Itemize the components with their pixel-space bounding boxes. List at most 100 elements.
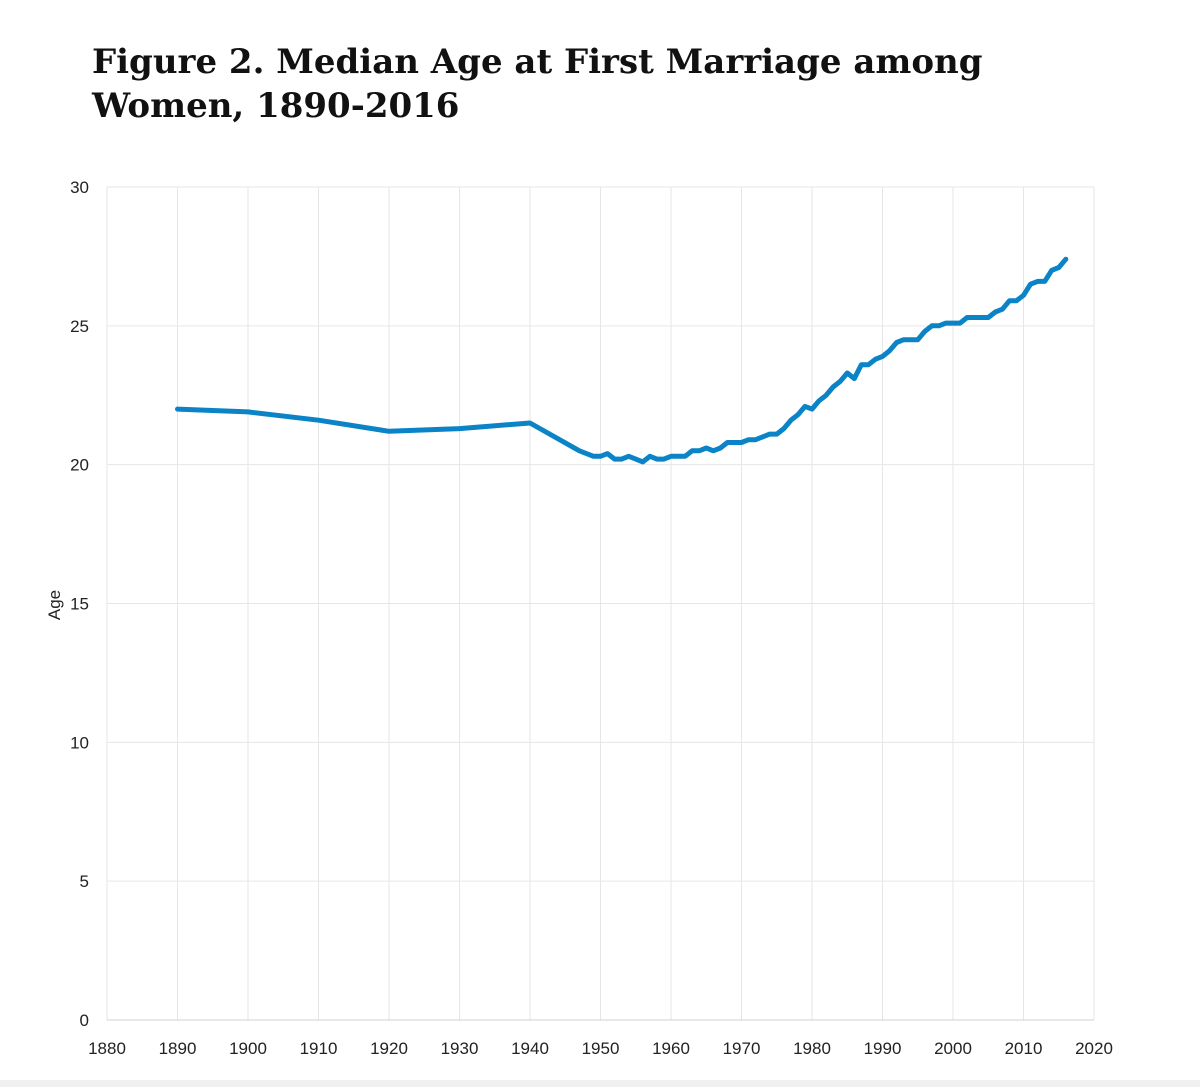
x-tick-label-1900: 1900 bbox=[229, 1039, 267, 1058]
y-tick-label-0: 0 bbox=[80, 1011, 89, 1030]
data-point-1952 bbox=[614, 458, 616, 460]
data-point-1975 bbox=[776, 433, 778, 435]
data-point-1996 bbox=[924, 330, 926, 332]
y-tick-label-5: 5 bbox=[80, 872, 89, 891]
data-point-1960 bbox=[670, 455, 672, 457]
data-point-2012 bbox=[1037, 280, 1039, 282]
data-point-1959 bbox=[663, 458, 665, 460]
x-tick-label-1990: 1990 bbox=[864, 1039, 902, 1058]
data-point-1990 bbox=[882, 355, 883, 357]
data-point-1971 bbox=[748, 439, 750, 441]
data-point-2001 bbox=[959, 322, 961, 324]
data-point-1980 bbox=[811, 408, 813, 410]
data-point-1992 bbox=[896, 342, 898, 343]
data-point-1969 bbox=[733, 442, 735, 443]
bottom-divider bbox=[0, 1080, 1200, 1087]
x-tick-label-1970: 1970 bbox=[723, 1039, 761, 1058]
data-point-1987 bbox=[860, 364, 862, 366]
x-tick-label-1890: 1890 bbox=[159, 1039, 197, 1058]
data-point-2000 bbox=[952, 322, 954, 324]
data-point-2011 bbox=[1030, 283, 1031, 285]
x-tick-label-1880: 1880 bbox=[88, 1039, 126, 1058]
x-tick-label-1940: 1940 bbox=[511, 1039, 549, 1058]
data-point-2009 bbox=[1015, 300, 1017, 302]
data-point-1953 bbox=[621, 458, 623, 460]
data-point-1955 bbox=[635, 458, 637, 460]
data-point-1991 bbox=[889, 350, 890, 352]
y-axis-label: Age bbox=[45, 590, 64, 620]
data-point-1981 bbox=[818, 400, 820, 402]
data-point-1970 bbox=[741, 442, 742, 443]
data-point-1951 bbox=[607, 453, 608, 455]
y-tick-label-30: 30 bbox=[70, 178, 89, 197]
data-point-1962 bbox=[684, 455, 686, 457]
data-point-1976 bbox=[783, 428, 785, 430]
data-point-1956 bbox=[642, 461, 644, 463]
series-line-0 bbox=[175, 256, 1069, 465]
data-point-1972 bbox=[755, 439, 757, 441]
data-point-1967 bbox=[719, 447, 721, 449]
data-point-2010 bbox=[1023, 294, 1024, 296]
x-tick-label-1950: 1950 bbox=[582, 1039, 620, 1058]
y-tick-label-10: 10 bbox=[70, 733, 89, 752]
data-point-1954 bbox=[628, 455, 630, 457]
data-point-1949 bbox=[593, 455, 594, 457]
data-point-1974 bbox=[769, 433, 771, 435]
data-point-1966 bbox=[712, 450, 714, 452]
data-point-1957 bbox=[649, 455, 651, 457]
data-point-1920 bbox=[388, 430, 390, 432]
data-point-1999 bbox=[945, 322, 947, 324]
y-tick-label-25: 25 bbox=[70, 317, 89, 336]
x-tick-label-2020: 2020 bbox=[1075, 1039, 1113, 1058]
data-point-1989 bbox=[875, 358, 876, 360]
data-point-1994 bbox=[910, 339, 912, 341]
data-point-2002 bbox=[966, 317, 968, 318]
data-point-1973 bbox=[762, 436, 764, 438]
data-point-1986 bbox=[853, 378, 855, 380]
x-tick-label-1960: 1960 bbox=[652, 1039, 690, 1058]
data-point-2014 bbox=[1051, 269, 1053, 271]
data-point-1930 bbox=[459, 428, 460, 430]
data-point-2006 bbox=[994, 311, 996, 313]
data-point-2005 bbox=[987, 317, 989, 318]
data-point-1995 bbox=[917, 339, 919, 341]
data-point-1998 bbox=[938, 325, 940, 327]
data-point-1900 bbox=[247, 411, 249, 413]
data-point-1979 bbox=[804, 405, 806, 407]
data-point-1963 bbox=[691, 450, 693, 452]
data-point-1964 bbox=[698, 450, 700, 452]
data-point-2013 bbox=[1044, 280, 1046, 282]
data-point-1950 bbox=[600, 455, 601, 457]
data-point-1965 bbox=[705, 447, 707, 449]
y-tick-label-15: 15 bbox=[70, 595, 89, 614]
data-point-1985 bbox=[846, 372, 848, 374]
data-point-1982 bbox=[825, 394, 827, 396]
data-point-2008 bbox=[1008, 300, 1010, 302]
x-tick-label-1980: 1980 bbox=[793, 1039, 831, 1058]
data-point-1947 bbox=[578, 450, 580, 452]
series-points-0 bbox=[177, 258, 1067, 463]
x-tick-label-1920: 1920 bbox=[370, 1039, 408, 1058]
data-point-1988 bbox=[867, 364, 869, 366]
data-point-2015 bbox=[1058, 267, 1060, 268]
data-point-1993 bbox=[903, 339, 905, 341]
tick-labels: 1880 1890 1900 1910 1920 1930 1940 1950 1960 1970… bbox=[70, 178, 1113, 1058]
gridlines bbox=[106, 186, 1095, 1021]
data-point-1977 bbox=[790, 419, 792, 421]
data-point-2007 bbox=[1001, 308, 1003, 310]
data-point-1910 bbox=[318, 419, 319, 421]
data-point-1958 bbox=[656, 458, 658, 460]
data-point-1978 bbox=[797, 414, 799, 416]
data-point-1997 bbox=[931, 325, 933, 327]
x-tick-label-2010: 2010 bbox=[1005, 1039, 1043, 1058]
y-tick-label-20: 20 bbox=[70, 456, 89, 475]
data-point-1968 bbox=[726, 442, 728, 443]
data-point-1940 bbox=[529, 422, 531, 424]
data-point-1984 bbox=[839, 380, 841, 382]
data-point-2003 bbox=[973, 317, 975, 318]
data-point-2004 bbox=[980, 317, 982, 318]
series-layer bbox=[175, 256, 1069, 465]
x-tick-label-2000: 2000 bbox=[934, 1039, 972, 1058]
